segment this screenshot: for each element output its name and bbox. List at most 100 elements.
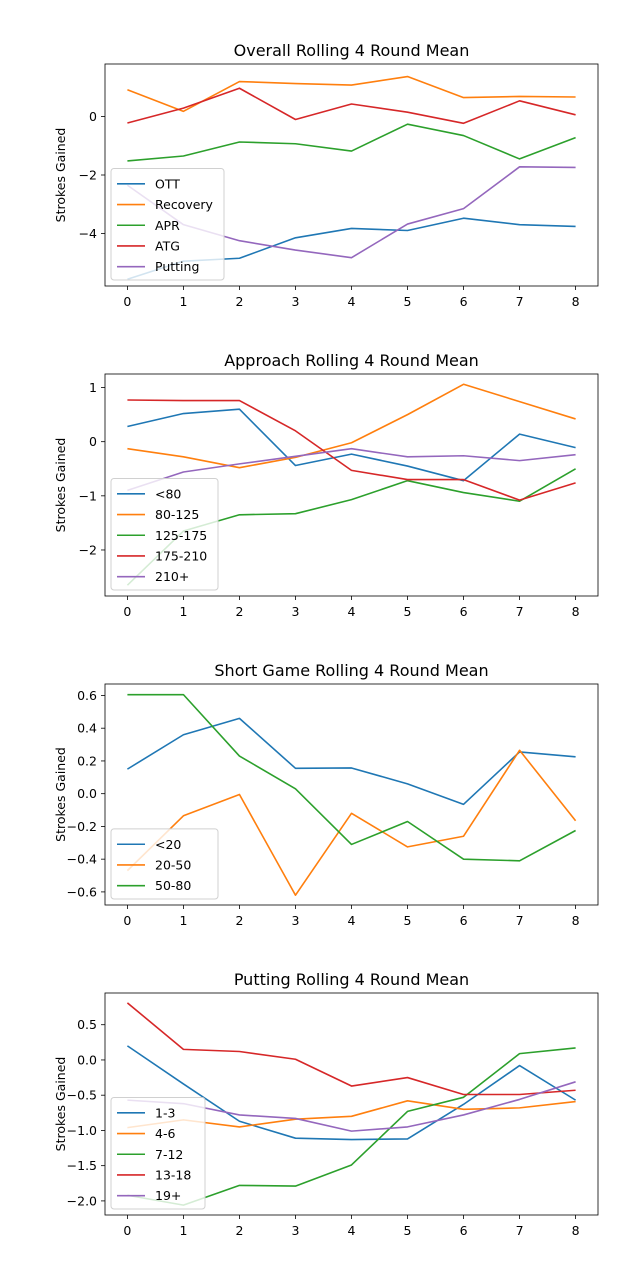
legend-entry: 125-175 bbox=[155, 528, 207, 543]
series-line-175-210 bbox=[127, 399, 576, 501]
legend-entry: 210+ bbox=[155, 569, 189, 584]
chart-0: Overall Rolling 4 Round Mean Strokes Gain… bbox=[53, 41, 599, 309]
x-tick-label: 7 bbox=[516, 294, 524, 309]
x-tick-label: 0 bbox=[123, 1223, 131, 1238]
y-tick-label: 0.6 bbox=[77, 688, 97, 703]
legend-entry: 175-210 bbox=[155, 548, 207, 563]
x-tick-label: 3 bbox=[292, 913, 300, 928]
legend-entry: Recovery bbox=[155, 197, 214, 212]
x-tick-label: 3 bbox=[292, 1223, 300, 1238]
x-tick-label: 0 bbox=[123, 294, 131, 309]
x-tick-label: 4 bbox=[348, 913, 356, 928]
legend-entry: APR bbox=[155, 218, 180, 233]
y-tick-label: −1.5 bbox=[67, 1158, 97, 1173]
x-tick-label: 2 bbox=[235, 604, 243, 619]
x-tick-label: 1 bbox=[179, 604, 187, 619]
legend-entry: <20 bbox=[155, 837, 181, 852]
x-tick-label: 7 bbox=[516, 604, 524, 619]
x-tick-label: 5 bbox=[404, 604, 412, 619]
legend-entry: Putting bbox=[155, 259, 199, 274]
x-tick-label: 8 bbox=[572, 1223, 580, 1238]
legend-entry: 13-18 bbox=[155, 1167, 191, 1182]
y-tick-label: 0.0 bbox=[77, 786, 97, 801]
series-line-1-3 bbox=[126, 1045, 577, 1141]
legend: <20 20-50 50-80 bbox=[110, 828, 219, 900]
x-tick-label: 1 bbox=[179, 1223, 187, 1238]
legend-box bbox=[110, 828, 219, 900]
series-line-50-80 bbox=[127, 693, 576, 862]
x-tick-label: 7 bbox=[516, 913, 524, 928]
y-tick-label: 0 bbox=[89, 434, 97, 449]
y-tick-label: −0.2 bbox=[67, 819, 97, 834]
y-tick-label: −1.0 bbox=[67, 1123, 97, 1138]
y-tick-label: −4 bbox=[79, 226, 97, 241]
plot-frame bbox=[104, 373, 599, 597]
x-tick-label: 1 bbox=[179, 913, 187, 928]
x-tick-label: 6 bbox=[460, 604, 468, 619]
legend: <80 80-125 125-175 175-210 210+ bbox=[110, 478, 219, 591]
y-axis-label: Strokes Gained bbox=[53, 438, 68, 533]
x-tick-label: 6 bbox=[460, 1223, 468, 1238]
chart-3: Putting Rolling 4 Round Mean Strokes Gain… bbox=[53, 970, 599, 1238]
x-tick-label: 3 bbox=[292, 604, 300, 619]
y-axis-label: Strokes Gained bbox=[53, 747, 68, 842]
x-tick-label: 4 bbox=[348, 604, 356, 619]
x-tick-label: 7 bbox=[516, 1223, 524, 1238]
y-tick-label: 0.5 bbox=[77, 1017, 97, 1032]
x-tick-label: 8 bbox=[572, 294, 580, 309]
x-tick-label: 8 bbox=[572, 604, 580, 619]
legend-entry: 20-50 bbox=[155, 857, 191, 872]
series-line-apr bbox=[127, 123, 576, 162]
legend-entry: 1-3 bbox=[155, 1105, 175, 1120]
legend-entry: 7-12 bbox=[155, 1147, 183, 1162]
y-tick-label: −0.5 bbox=[67, 1088, 97, 1103]
plot-frame bbox=[104, 63, 599, 287]
legend: 1-3 4-6 7-12 13-18 19+ bbox=[110, 1097, 206, 1210]
x-tick-label: 0 bbox=[123, 913, 131, 928]
legend-entry: <80 bbox=[155, 486, 181, 501]
y-tick-label: −0.6 bbox=[67, 884, 97, 899]
plot-frame bbox=[104, 992, 599, 1216]
series-line-80-125 bbox=[127, 383, 576, 469]
legend-box bbox=[110, 168, 225, 281]
x-tick-label: 4 bbox=[348, 294, 356, 309]
legend-box bbox=[110, 1097, 206, 1210]
chart-title: Putting Rolling 4 Round Mean bbox=[234, 970, 469, 989]
legend-entry: 80-125 bbox=[155, 507, 199, 522]
series-line-210- bbox=[127, 447, 576, 492]
x-tick-label: 2 bbox=[235, 913, 243, 928]
x-tick-label: 5 bbox=[404, 1223, 412, 1238]
chart-2: Short Game Rolling 4 Round Mean Strokes G… bbox=[53, 661, 599, 928]
legend-entry: ATG bbox=[155, 238, 180, 253]
y-tick-label: −2 bbox=[79, 168, 97, 183]
chart-title: Approach Rolling 4 Round Mean bbox=[224, 351, 479, 370]
legend-entry: OTT bbox=[155, 176, 180, 191]
y-tick-label: 0.0 bbox=[77, 1052, 97, 1067]
plot-frame bbox=[104, 683, 599, 906]
x-tick-label: 0 bbox=[123, 604, 131, 619]
x-tick-label: 1 bbox=[179, 294, 187, 309]
x-tick-label: 3 bbox=[292, 294, 300, 309]
x-tick-label: 5 bbox=[404, 913, 412, 928]
x-tick-label: 5 bbox=[404, 294, 412, 309]
x-tick-label: 4 bbox=[348, 1223, 356, 1238]
y-tick-label: 1 bbox=[89, 380, 97, 395]
x-tick-label: 6 bbox=[460, 913, 468, 928]
legend-entry: 19+ bbox=[155, 1188, 181, 1203]
y-tick-label: 0.2 bbox=[77, 753, 97, 768]
chart-title: Short Game Rolling 4 Round Mean bbox=[214, 661, 488, 680]
y-axis-label: Strokes Gained bbox=[53, 128, 68, 223]
y-tick-label: −1 bbox=[79, 488, 97, 503]
x-tick-label: 2 bbox=[235, 1223, 243, 1238]
series-line-atg bbox=[127, 87, 576, 125]
chart-1: Approach Rolling 4 Round Mean Strokes Gai… bbox=[53, 351, 599, 619]
y-tick-label: 0 bbox=[89, 109, 97, 124]
x-tick-label: 8 bbox=[572, 913, 580, 928]
series-line-13-18 bbox=[126, 1002, 576, 1096]
legend-entry: 4-6 bbox=[155, 1126, 175, 1141]
y-tick-label: −0.4 bbox=[67, 852, 97, 867]
y-tick-label: 0.4 bbox=[77, 721, 97, 736]
legend: OTT Recovery APR ATG Putting bbox=[110, 168, 225, 281]
y-tick-label: −2.0 bbox=[67, 1193, 97, 1208]
